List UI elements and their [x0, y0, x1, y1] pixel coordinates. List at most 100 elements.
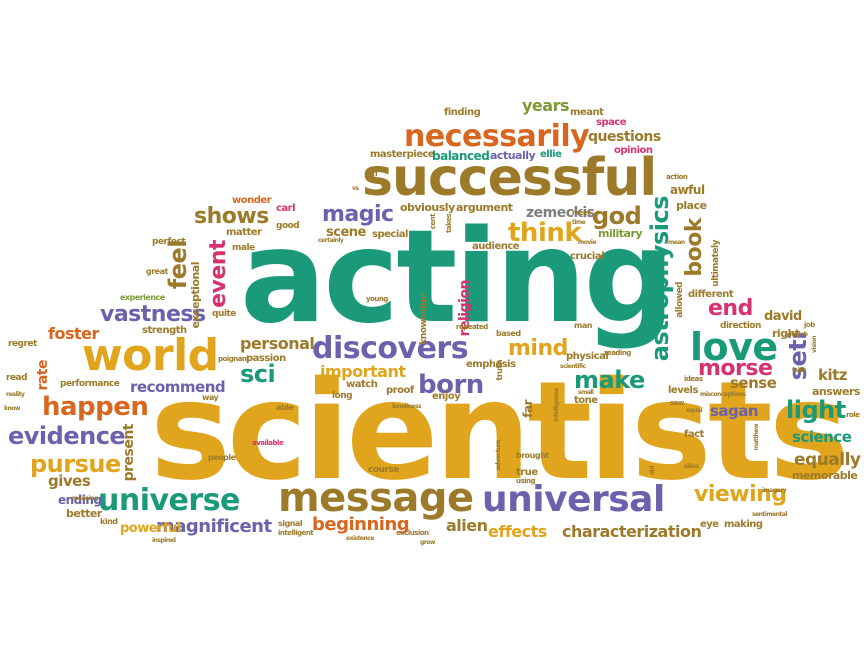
word-knowledge: knowledge [419, 294, 429, 345]
word-world: world [82, 330, 219, 381]
word-discovers: discovers [312, 331, 469, 366]
word-equal: equal [686, 407, 703, 414]
word-obviously: obviously [400, 201, 455, 214]
word-small: small [578, 389, 594, 396]
word-science: science [792, 428, 852, 446]
word-did: did [649, 466, 656, 476]
word-search: search [788, 331, 808, 338]
word-read: read [6, 373, 28, 383]
word-sentimental: sentimental [752, 511, 787, 518]
word-meant: meant [570, 107, 604, 118]
word-inspired: inspired [152, 537, 176, 544]
word-far: far [521, 400, 535, 418]
word-special: special [372, 229, 408, 240]
word-acting: acting [240, 203, 675, 352]
word-kitz: kitz [818, 366, 848, 384]
word-characterization: characterization [562, 522, 702, 541]
word-true: true [516, 467, 538, 478]
word-strength: strength [142, 325, 187, 336]
word-people: people [208, 453, 236, 462]
word-make: make [574, 366, 645, 394]
word-long: long [332, 391, 353, 401]
word-rate: rate [35, 360, 51, 391]
word-argument: argument [456, 201, 513, 214]
word-eye: eye [700, 519, 719, 530]
word-feel: feel [164, 240, 192, 290]
word-ultimately: ultimately [711, 240, 721, 287]
word-military: military [598, 227, 643, 240]
word-based: based [496, 329, 521, 338]
word-place: place [676, 199, 707, 212]
word-powerful: powerful [120, 521, 181, 536]
word-action: action [666, 173, 688, 181]
word-able: able [276, 403, 294, 412]
word-faith: faith [792, 367, 806, 374]
word-role: role [846, 411, 860, 419]
word-better: better [66, 507, 102, 520]
word-ellie: ellie [540, 149, 562, 160]
word-meet: meet [572, 209, 591, 217]
word-vs: vs [352, 185, 359, 192]
word-emphasis: emphasis [466, 359, 516, 370]
word-opinion: opinion [614, 145, 653, 156]
word-cent: cent [429, 214, 437, 230]
word-know: know [4, 405, 20, 412]
word-awful: awful [670, 183, 705, 197]
word-masterpiece: masterpiece [370, 149, 435, 160]
word-signal: signal [278, 519, 303, 528]
word-regret: regret [8, 339, 37, 349]
word-matter: matter [226, 227, 262, 238]
word-reading: reading [604, 349, 631, 357]
word-shows: shows [194, 204, 269, 229]
word-scene: scene [326, 225, 366, 240]
word-wonder: wonder [232, 195, 272, 206]
word-answers: answers [812, 385, 860, 398]
word-great: great [146, 267, 168, 276]
word-successful: successful [362, 148, 657, 208]
word-experience: experience [120, 293, 165, 302]
word-saw: saw [670, 399, 684, 407]
word-movie: movie [578, 239, 596, 246]
word-tone: tone [574, 395, 598, 406]
word-repeated: repeated [456, 323, 488, 331]
word-astrophysics: astrophysics [646, 196, 674, 362]
word-david: david [764, 309, 802, 324]
word-scientists: scientists [150, 353, 850, 511]
word-alien: alien [446, 516, 488, 535]
word-sci: sci [240, 360, 276, 388]
word-making: making [724, 519, 763, 530]
word-levels: levels [668, 385, 698, 396]
word-morse: morse [698, 356, 773, 381]
word-mean: mean [668, 239, 685, 246]
word-young: young [366, 295, 388, 303]
word-necessarily: necessarily [404, 119, 590, 154]
word-universal: universal [482, 479, 665, 520]
word-love: love [690, 325, 778, 369]
word-exceptional: exceptional [189, 262, 202, 329]
word-allowed: allowed [675, 282, 685, 318]
word-end: end [708, 296, 753, 321]
word-important: important [320, 362, 406, 381]
word-man: man [574, 321, 592, 330]
word-audience: audience [472, 241, 520, 252]
word-born: born [418, 370, 484, 400]
word-watch: watch [346, 379, 378, 390]
word-message: message [278, 475, 474, 521]
word-balanced: balanced [432, 149, 490, 163]
word-magic: magic [322, 202, 394, 227]
word-beginning: beginning [312, 514, 410, 535]
word-loneliness: loneliness [392, 403, 422, 410]
word-intelligence: intelligence [553, 388, 560, 422]
word-effects: effects [488, 522, 547, 541]
word-good: good [276, 221, 300, 231]
word-kind: kind [100, 517, 118, 526]
word-personal: personal [240, 334, 315, 353]
word-passion: passion [246, 353, 286, 364]
word-perfect: perfect [152, 237, 186, 247]
word-exclusion: exclusion [396, 529, 429, 537]
word-skies: skies [684, 463, 699, 470]
word-space: space [596, 117, 627, 128]
word-mind: mind [508, 336, 568, 361]
word-quite: quite [212, 309, 236, 319]
word-think: think [508, 218, 582, 248]
